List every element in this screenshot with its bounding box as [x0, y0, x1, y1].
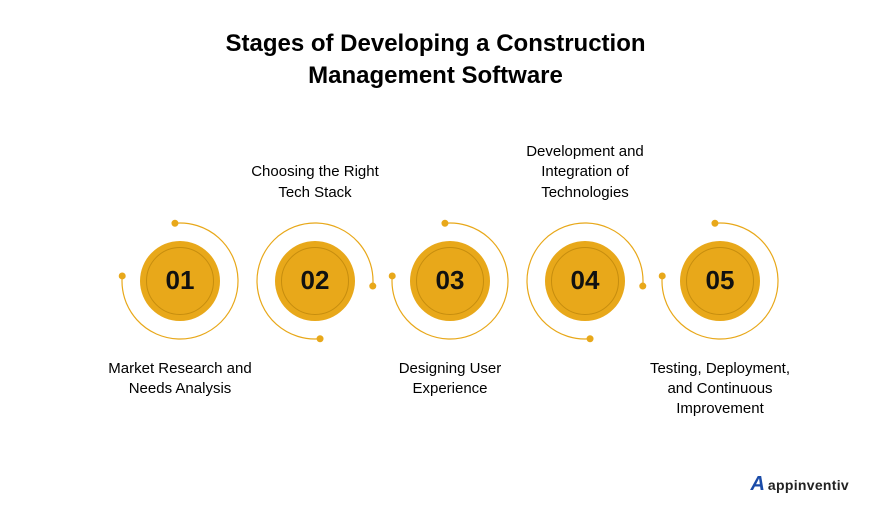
stage-circle-05: 05 [660, 221, 780, 341]
stage-circle-01: 01 [120, 221, 240, 341]
stage-04: 04Development and Integration of Technol… [515, 221, 655, 341]
stage-label-05: Testing, Deployment, and Continuous Impr… [640, 359, 800, 420]
stage-circle-02: 02 [255, 221, 375, 341]
stage-label-01: Market Research and Needs Analysis [100, 359, 260, 400]
stage-ring-03 [416, 247, 484, 315]
stage-02: 02Choosing the Right Tech Stack [245, 221, 385, 341]
stage-ring-02 [281, 247, 349, 315]
brand-logo: A appinventiv [750, 473, 849, 496]
stage-label-04: Development and Integration of Technolog… [505, 142, 665, 203]
logo-mark-icon: A [750, 473, 763, 496]
stage-ring-05 [686, 247, 754, 315]
stage-ring-04 [551, 247, 619, 315]
title-line-2: Management Software [0, 60, 871, 92]
stage-circle-04: 04 [525, 221, 645, 341]
stage-ring-01 [146, 247, 214, 315]
title-line-1: Stages of Developing a Construction [0, 28, 871, 60]
stage-label-03: Designing User Experience [370, 359, 530, 400]
page-title: Stages of Developing a Construction Mana… [0, 0, 871, 93]
stage-circle-03: 03 [390, 221, 510, 341]
logo-text: appinventiv [768, 477, 849, 493]
stages-container: 01Market Research and Needs Analysis 02C… [0, 133, 871, 453]
stage-01: 01Market Research and Needs Analysis [110, 221, 250, 341]
stage-label-02: Choosing the Right Tech Stack [235, 162, 395, 203]
stage-03: 03Designing User Experience [380, 221, 520, 341]
stage-05: 05Testing, Deployment, and Continuous Im… [650, 221, 790, 341]
